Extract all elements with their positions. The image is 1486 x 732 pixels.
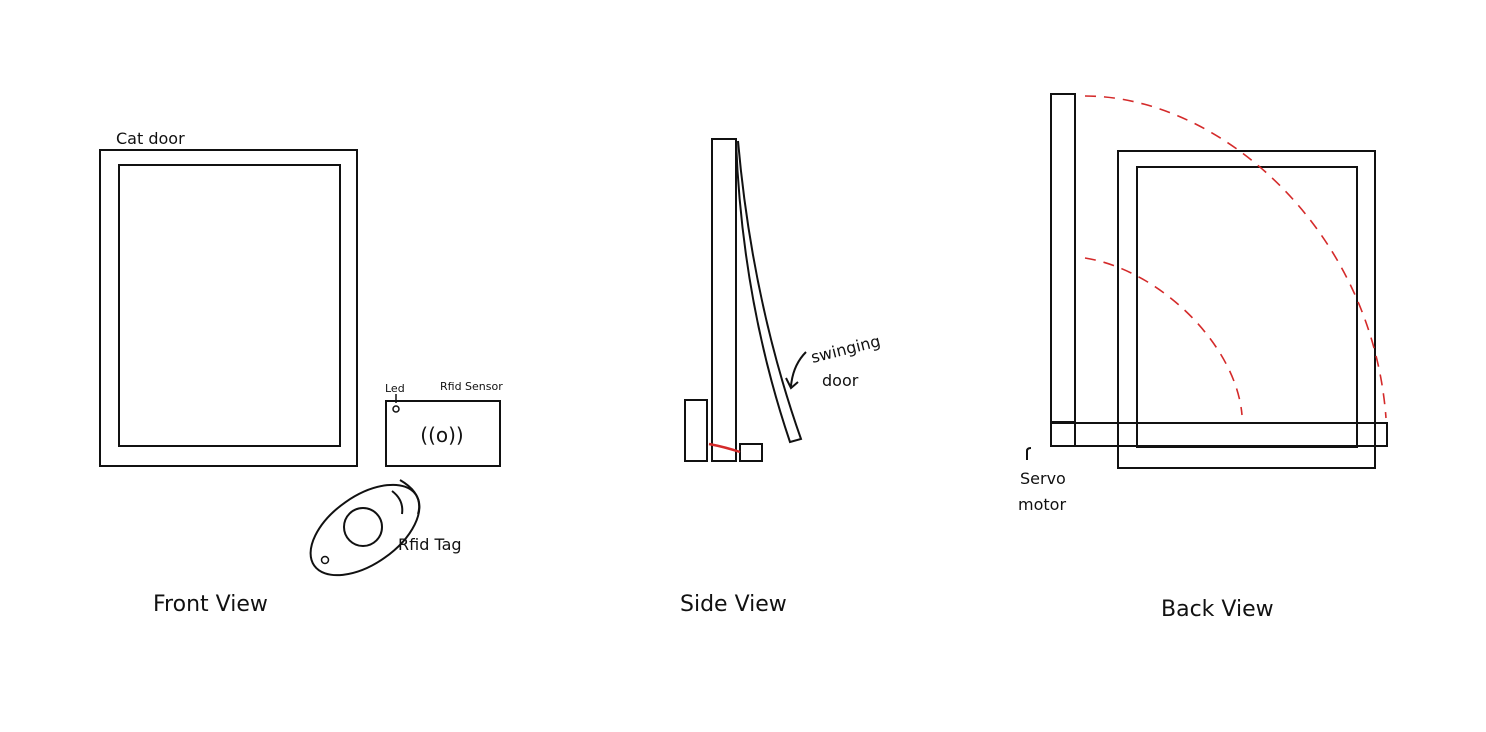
back-door-outer-frame bbox=[1117, 150, 1376, 469]
side-door-frame bbox=[711, 138, 737, 462]
cat-door-label: Cat door bbox=[116, 129, 185, 148]
servo-label-line2: motor bbox=[1018, 495, 1066, 514]
swinging-door-panel bbox=[735, 140, 803, 444]
servo-label-line1: Servo bbox=[1020, 469, 1066, 488]
back-door-flap-closed bbox=[1074, 422, 1388, 447]
swinging-door-label-line1: swinging bbox=[809, 331, 882, 367]
front-view-caption: Front View bbox=[153, 592, 268, 617]
led-label: Led bbox=[385, 382, 405, 395]
outer-swing-path bbox=[1084, 95, 1387, 419]
rfid-tag-label: Rfid Tag bbox=[398, 535, 462, 554]
rfid-sensor-label: Rfid Sensor bbox=[440, 380, 503, 393]
back-view: Servo motor Back View bbox=[1018, 93, 1388, 622]
cat-door-outer-frame bbox=[99, 149, 358, 467]
rfid-tag-body bbox=[309, 483, 421, 577]
rfid-sensor-box bbox=[385, 400, 501, 467]
rfid-signal-wave-outer bbox=[399, 479, 421, 515]
inner-swing-path bbox=[1084, 257, 1243, 416]
rfid-tag-chip bbox=[343, 507, 383, 547]
front-view: Cat door Led Rfid Sensor ((o)) Rfid Tag … bbox=[99, 129, 503, 617]
side-rfid-sensor bbox=[684, 399, 708, 462]
swinging-door-arrow bbox=[785, 351, 807, 390]
side-view-caption: Side View bbox=[680, 592, 787, 617]
side-view: swinging door Side View bbox=[680, 138, 882, 617]
side-wire bbox=[708, 442, 741, 454]
rfid-tag-hole bbox=[320, 555, 330, 565]
back-door-flap-open bbox=[1050, 93, 1076, 423]
servo-motor bbox=[1050, 422, 1076, 447]
swinging-door-label-line2: door bbox=[822, 371, 859, 390]
led-indicator bbox=[392, 405, 400, 413]
rfid-signal-wave-inner bbox=[391, 490, 404, 515]
cat-door-inner-frame bbox=[118, 164, 341, 447]
back-door-inner-frame bbox=[1136, 166, 1358, 448]
side-servo-motor bbox=[739, 443, 763, 462]
rfid-sensor-symbol: ((o)) bbox=[420, 423, 463, 447]
back-view-caption: Back View bbox=[1161, 597, 1274, 622]
servo-leader-line bbox=[1026, 447, 1032, 460]
